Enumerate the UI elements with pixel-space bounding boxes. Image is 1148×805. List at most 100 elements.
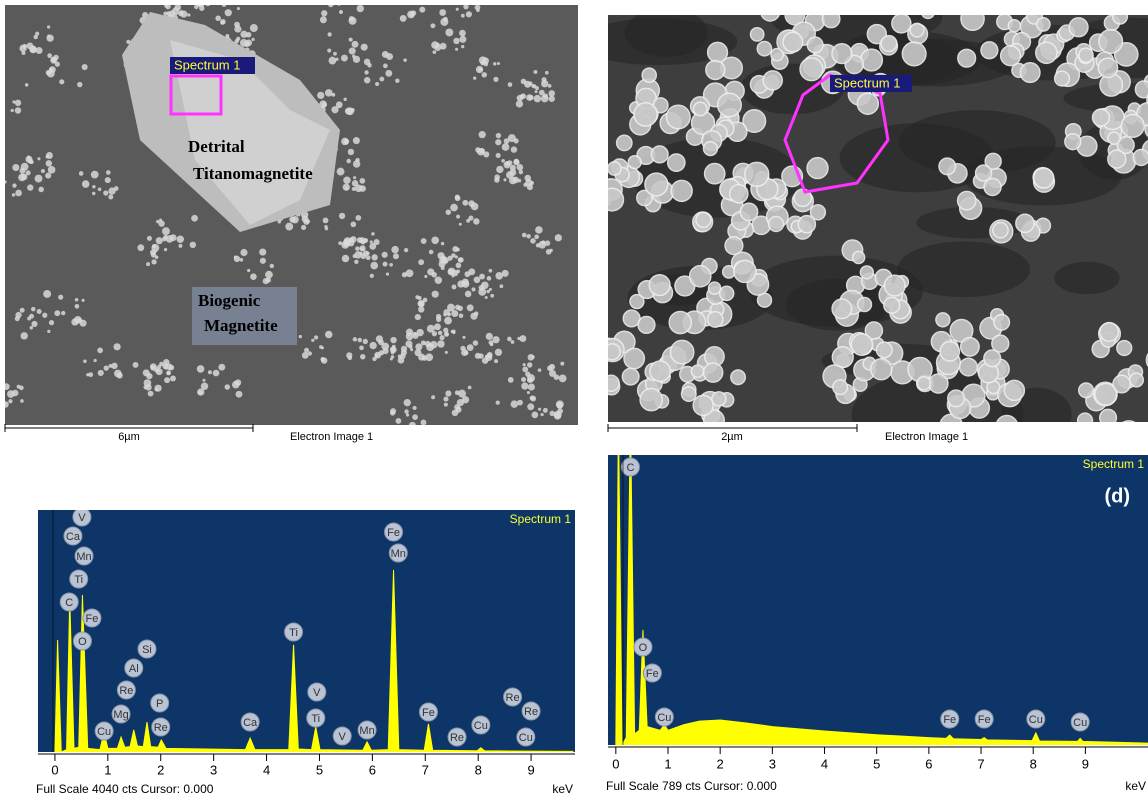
particle — [355, 185, 363, 193]
particle — [346, 159, 350, 163]
particle — [917, 377, 930, 390]
particle — [476, 8, 480, 12]
particle — [468, 386, 472, 390]
particle — [670, 340, 693, 363]
particle — [83, 359, 87, 363]
particle — [996, 415, 1017, 436]
particle — [504, 138, 510, 144]
spectra: VCaMnTiCFeOSiAlRePMgReCuCaTiVTiVMnFeMnFe… — [36, 414, 1148, 796]
particle — [463, 4, 468, 9]
particle — [357, 5, 364, 12]
particle — [424, 275, 427, 278]
particle — [993, 223, 1008, 238]
particle — [353, 254, 357, 258]
particle — [360, 354, 365, 359]
particle — [1099, 30, 1123, 54]
particle — [3, 180, 6, 183]
particle — [1130, 373, 1144, 387]
particle — [541, 80, 548, 87]
scale-label: 6µm — [118, 431, 140, 443]
particle — [371, 232, 375, 236]
particle — [370, 274, 374, 278]
particle — [452, 285, 457, 290]
particle — [320, 16, 327, 23]
particle — [507, 337, 512, 342]
x-tick-label: 8 — [1030, 756, 1037, 771]
particle — [857, 93, 878, 114]
particle — [478, 288, 486, 296]
particle — [259, 249, 266, 256]
particle — [922, 6, 935, 19]
particle — [30, 326, 33, 329]
particle — [731, 370, 745, 384]
particle — [541, 95, 549, 103]
particle — [556, 400, 564, 408]
particle — [375, 354, 378, 357]
particle — [395, 418, 401, 424]
element-label: C — [65, 597, 73, 609]
particle — [508, 82, 513, 87]
particle — [235, 379, 241, 385]
particle — [535, 86, 539, 90]
particle — [527, 362, 532, 367]
particle — [151, 259, 156, 264]
particle — [535, 90, 538, 93]
particle — [21, 51, 25, 55]
particle — [341, 138, 349, 146]
particle — [624, 348, 644, 368]
particle — [763, 71, 782, 90]
particle — [339, 10, 343, 14]
particle — [506, 171, 514, 179]
sem-image-b — [578, 0, 1148, 458]
particle — [645, 173, 668, 196]
particle — [494, 177, 499, 182]
particle — [164, 366, 167, 369]
element-label: Fe — [422, 707, 435, 719]
particle — [832, 44, 852, 64]
particle — [317, 92, 324, 99]
particle — [164, 4, 168, 8]
particle — [902, 42, 926, 66]
particle — [740, 203, 757, 220]
particle — [54, 310, 60, 316]
particle — [177, 235, 184, 242]
particle — [35, 175, 43, 183]
particle — [163, 359, 169, 365]
particle — [147, 236, 152, 241]
particle — [92, 192, 95, 195]
particle — [25, 83, 29, 87]
particle — [512, 177, 519, 184]
particle — [109, 364, 113, 368]
particle — [382, 252, 388, 258]
particle — [525, 179, 532, 186]
x-tick-label: 9 — [1082, 756, 1089, 771]
shadow — [1054, 262, 1119, 294]
particle — [608, 162, 621, 175]
label: Titanomagnetite — [193, 164, 313, 183]
particle — [383, 64, 388, 69]
particle — [543, 408, 548, 413]
particle — [170, 0, 177, 4]
particle — [487, 276, 492, 281]
particle — [495, 349, 502, 356]
particle — [493, 77, 498, 82]
particle — [1093, 109, 1110, 126]
particle — [706, 61, 725, 80]
particle — [304, 348, 309, 353]
particle — [493, 62, 496, 65]
x-tick-label: 5 — [316, 762, 323, 777]
element-label: Fe — [943, 714, 956, 726]
particle — [1117, 341, 1132, 356]
particle — [421, 419, 427, 425]
particle — [496, 401, 500, 405]
particle — [30, 160, 34, 164]
label: Biogenic — [198, 291, 261, 310]
particle — [604, 344, 620, 360]
x-tick-label: 1 — [664, 756, 671, 771]
particle — [1020, 63, 1040, 83]
particle — [534, 234, 539, 239]
particle — [75, 304, 80, 309]
particle — [527, 377, 533, 383]
particle — [79, 171, 84, 176]
x-axis-unit: keV — [1125, 779, 1146, 793]
